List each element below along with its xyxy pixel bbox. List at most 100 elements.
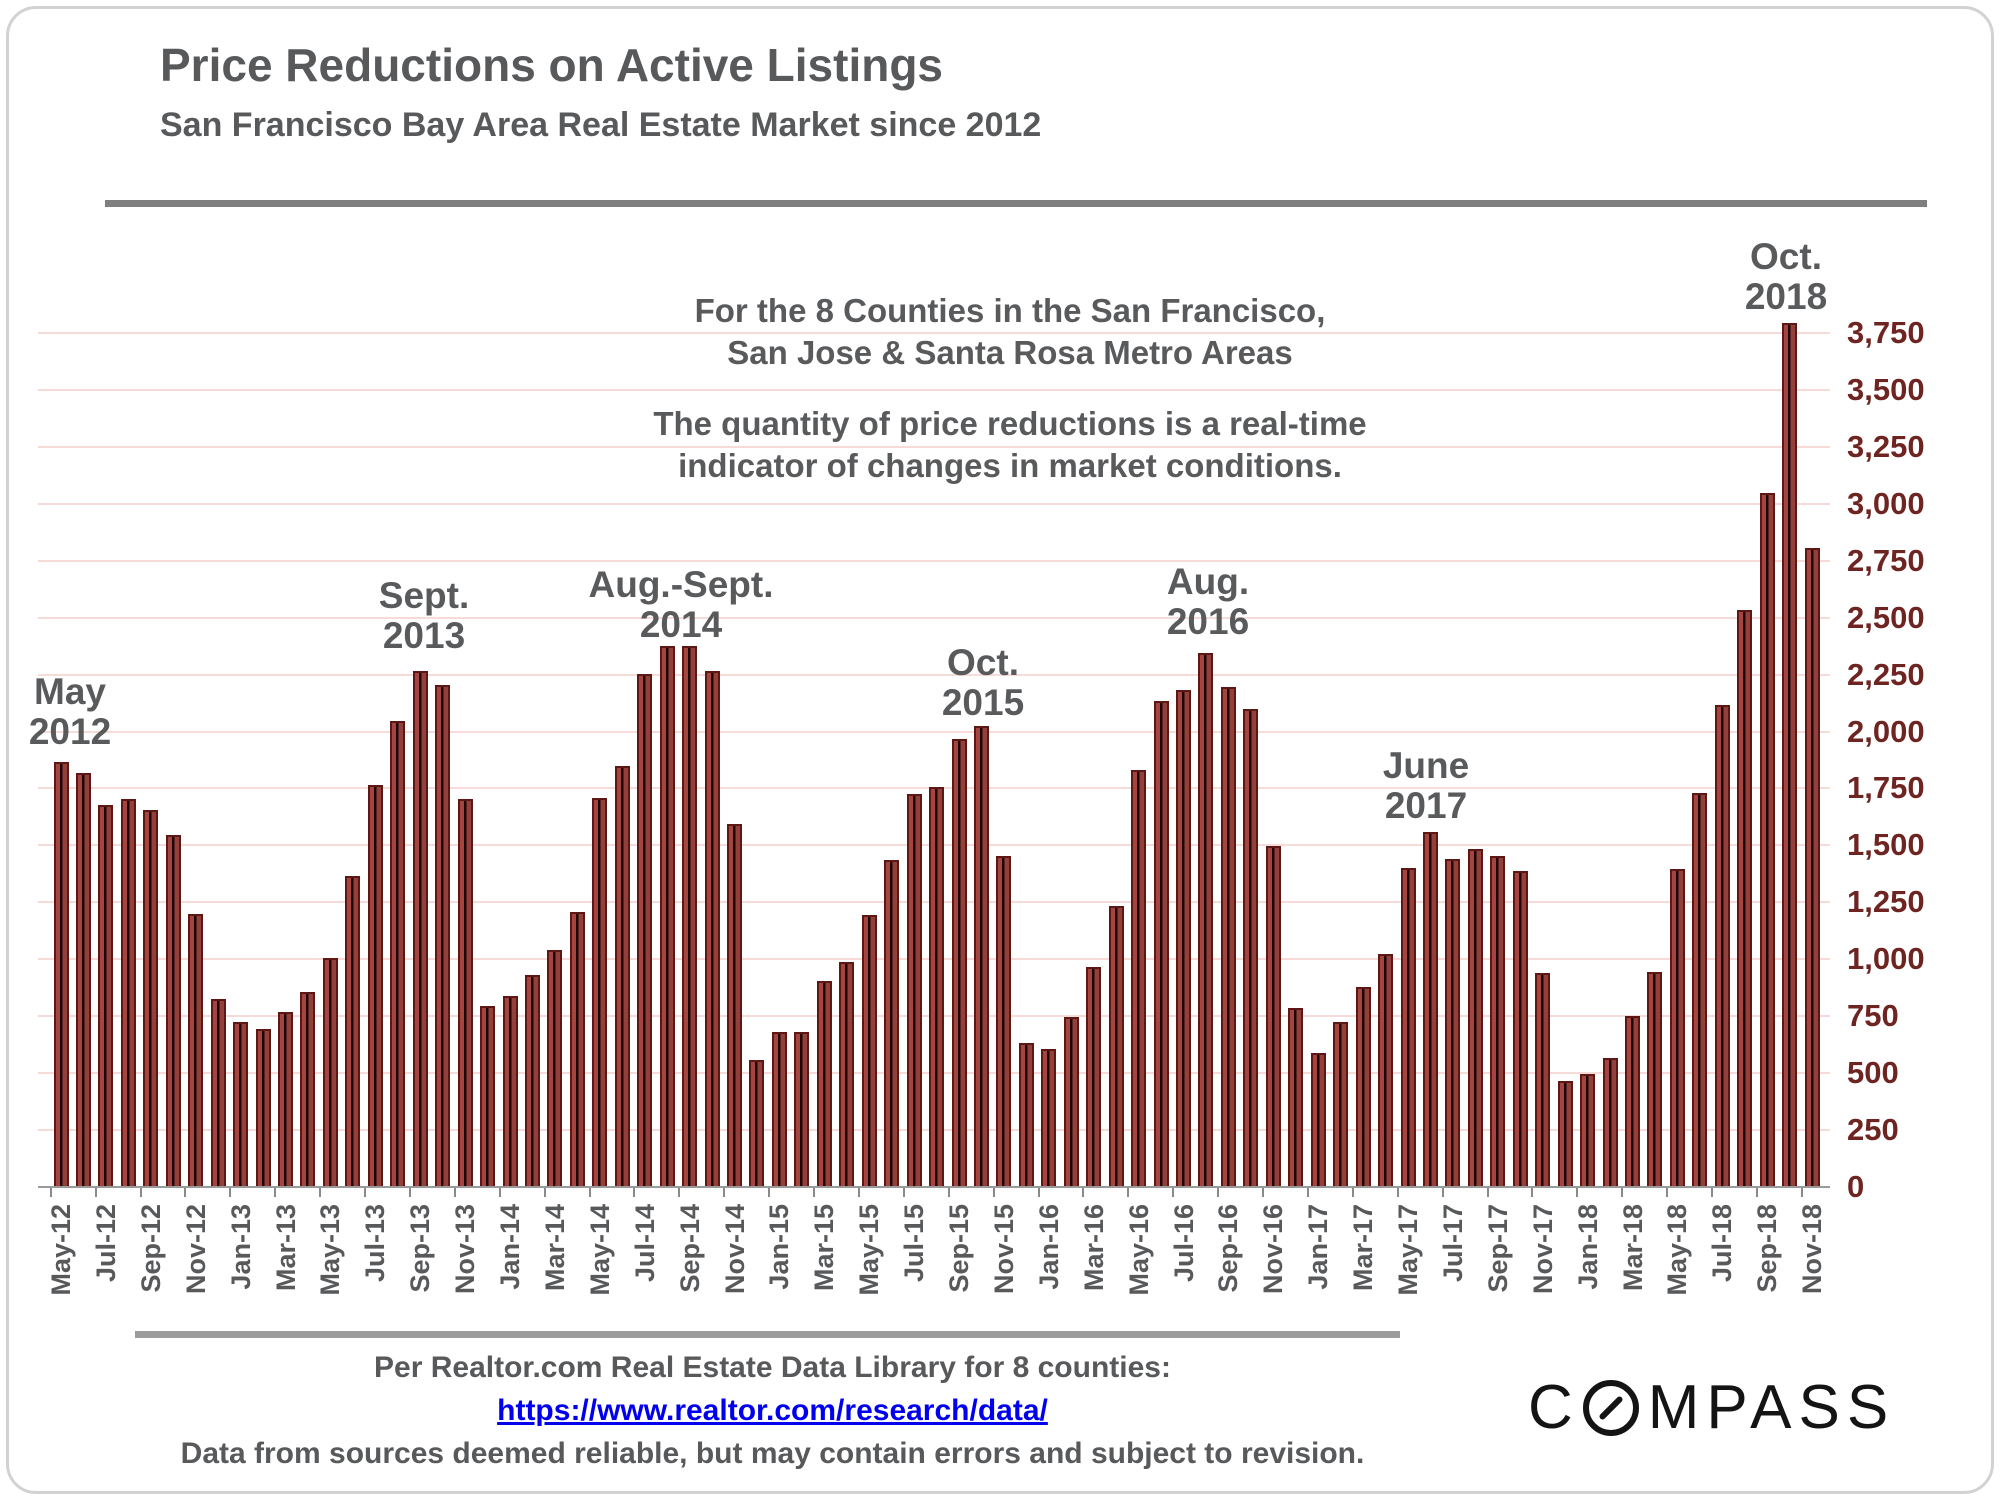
source-attribution: Per Realtor.com Real Estate Data Library… (374, 1351, 1171, 1384)
bar-Nov-18 (1805, 548, 1820, 1186)
x-axis-tick (499, 1188, 501, 1197)
bar-Mar-17 (1356, 987, 1371, 1186)
annotation-Oct.-2018: Oct. 2018 (1744, 236, 1828, 317)
x-axis-label-May-13: May-13 (315, 1204, 345, 1296)
x-axis-tick (229, 1188, 231, 1197)
x-axis-label-Sep-16: Sep-16 (1213, 1204, 1243, 1293)
bar-Jun-12 (76, 773, 91, 1186)
x-axis-tick (589, 1188, 591, 1197)
bar-Aug-18 (1737, 610, 1752, 1186)
bar-Aug-12 (121, 799, 136, 1186)
x-axis-tick (95, 1188, 97, 1197)
bar-Jun-15 (884, 860, 899, 1186)
bar-Nov-13 (458, 799, 473, 1186)
bar-Nov-14 (727, 824, 742, 1186)
x-axis-label-Nov-15: Nov-15 (989, 1204, 1019, 1295)
bar-Jun-14 (615, 766, 630, 1186)
x-axis-tick (1397, 1188, 1399, 1197)
bar-Apr-17 (1378, 954, 1393, 1186)
page-title: Price Reductions on Active Listings (160, 39, 944, 91)
x-axis-label-Nov-18: Nov-18 (1797, 1204, 1827, 1295)
x-axis-tick (50, 1188, 52, 1197)
bar-Mar-18 (1625, 1016, 1640, 1186)
bar-Jun-18 (1692, 793, 1707, 1186)
bar-Feb-14 (525, 975, 540, 1186)
x-axis-label-Mar-15: Mar-15 (809, 1204, 839, 1292)
bar-Jun-16 (1154, 701, 1169, 1186)
y-axis-label: 1,250 (1847, 884, 1925, 919)
gridline (38, 617, 1830, 619)
annotation-Aug.-2016: Aug. 2016 (1166, 561, 1250, 642)
x-axis-line (38, 1186, 1830, 1188)
x-axis-label-Sep-14: Sep-14 (675, 1204, 705, 1293)
bar-Jul-17 (1445, 859, 1460, 1186)
y-axis-label: 2,250 (1847, 657, 1925, 692)
bar-Jul-15 (907, 794, 922, 1186)
bar-Sep-14 (682, 646, 697, 1186)
bar-Dec-14 (749, 1060, 764, 1186)
x-axis-tick (1352, 1188, 1354, 1197)
bar-Jan-15 (772, 1032, 787, 1186)
compass-logo: C MPASS (1528, 1373, 1896, 1442)
bar-Sep-12 (143, 810, 158, 1186)
bar-Oct-16 (1243, 709, 1258, 1186)
bar-Apr-18 (1647, 972, 1662, 1186)
x-axis-tick (1801, 1188, 1803, 1197)
bar-Jan-18 (1580, 1074, 1595, 1186)
bar-Sep-17 (1490, 856, 1505, 1186)
compass-logo-right: MPASS (1647, 1373, 1896, 1442)
bar-Dec-12 (211, 999, 226, 1186)
bar-Nov-16 (1266, 846, 1281, 1186)
bar-Sep-13 (413, 671, 428, 1186)
bar-Jan-13 (233, 1022, 248, 1186)
x-axis-tick (1172, 1188, 1174, 1197)
x-axis-label-Jan-16: Jan-16 (1034, 1204, 1064, 1290)
x-axis-label-May-14: May-14 (585, 1204, 615, 1296)
x-axis-tick (768, 1188, 770, 1197)
source-link[interactable]: https://www.realtor.com/research/data/ (497, 1394, 1048, 1427)
y-axis-label: 2,750 (1847, 543, 1925, 578)
x-axis-label-Mar-18: Mar-18 (1618, 1204, 1648, 1292)
bar-Mar-15 (817, 981, 832, 1186)
gridline (38, 674, 1830, 676)
bar-Jul-13 (368, 785, 383, 1186)
y-axis-label: 250 (1847, 1112, 1899, 1147)
y-axis-label: 750 (1847, 998, 1899, 1033)
info-text-counties: For the 8 Counties in the San Francisco,… (694, 292, 1326, 371)
x-axis-tick (1082, 1188, 1084, 1197)
x-axis-label-Mar-14: Mar-14 (540, 1204, 570, 1292)
bar-Oct-12 (166, 835, 181, 1186)
x-axis-label-May-12: May-12 (46, 1204, 76, 1296)
bar-Feb-13 (256, 1029, 271, 1186)
annotation-Sept.-2013: Sept. 2013 (378, 575, 470, 656)
bar-Mar-14 (547, 950, 562, 1186)
annotation-May-2012: May 2012 (28, 671, 112, 752)
bar-Apr-15 (839, 962, 854, 1186)
bar-Dec-13 (480, 1006, 495, 1186)
footer-divider (135, 1331, 1400, 1338)
gridline (38, 560, 1830, 562)
x-axis-label-Jul-15: Jul-15 (899, 1204, 929, 1283)
bar-May-12 (54, 762, 69, 1186)
bar-May-15 (862, 915, 877, 1186)
bar-Aug-13 (390, 721, 405, 1186)
bar-Nov-17 (1535, 973, 1550, 1186)
x-axis-label-Sep-17: Sep-17 (1483, 1204, 1513, 1293)
x-axis-label-May-18: May-18 (1662, 1204, 1692, 1296)
x-axis-label-Mar-17: Mar-17 (1348, 1204, 1378, 1292)
x-axis-tick (1262, 1188, 1264, 1197)
x-axis-label-Mar-13: Mar-13 (271, 1204, 301, 1292)
annotation-Oct.-2015: Oct. 2015 (941, 642, 1025, 723)
y-axis-label: 3,500 (1847, 372, 1925, 407)
y-axis-label: 2,000 (1847, 714, 1925, 749)
bar-Oct-17 (1513, 871, 1528, 1186)
header-divider (105, 200, 1927, 207)
x-axis-tick (1666, 1188, 1668, 1197)
bar-Aug-17 (1468, 849, 1483, 1186)
x-axis-tick (184, 1188, 186, 1197)
gridline (38, 503, 1830, 505)
x-axis-tick (1576, 1188, 1578, 1197)
x-axis-tick (140, 1188, 142, 1197)
bar-Oct-14 (705, 671, 720, 1186)
x-axis-tick (274, 1188, 276, 1197)
